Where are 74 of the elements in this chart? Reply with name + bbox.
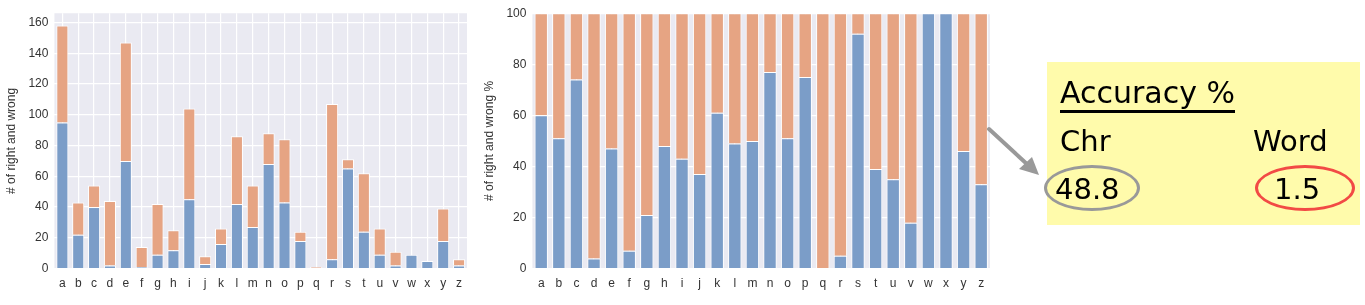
- x-tick-label: u: [376, 276, 384, 291]
- x-tick-label: f: [627, 276, 632, 291]
- y-tick-label: 60: [35, 168, 49, 183]
- x-tick-label: l: [733, 276, 737, 291]
- y-tick-label: 60: [513, 107, 527, 122]
- x-tick-label: v: [907, 276, 914, 291]
- x-tick-label: w: [406, 276, 417, 291]
- x-tick-label: i: [187, 276, 191, 291]
- x-tick-label: o: [281, 276, 289, 291]
- x-tick-label: h: [661, 276, 668, 291]
- x-tick-label: b: [555, 276, 563, 291]
- x-tick-label: k: [218, 276, 226, 291]
- x-tick-label: o: [784, 276, 792, 291]
- x-tick-label: x: [424, 276, 431, 291]
- x-tick-label: b: [74, 276, 82, 291]
- y-tick-label: 20: [513, 209, 527, 224]
- y-tick-label: 20: [35, 230, 49, 245]
- x-tick-label: z: [456, 276, 463, 291]
- x-tick-label: e: [608, 276, 616, 291]
- data-label: 48.8: [1055, 172, 1120, 206]
- x-tick-label: d: [106, 276, 114, 291]
- x-tick-label: w: [923, 276, 934, 291]
- x-tick-label: c: [573, 276, 580, 291]
- x-tick-label: y: [960, 276, 967, 291]
- x-tick-label: m: [747, 276, 758, 291]
- x-tick-label: d: [590, 276, 598, 291]
- y-tick-label: 120: [28, 76, 49, 91]
- x-tick-label: j: [697, 276, 701, 291]
- x-tick-label: q: [312, 276, 320, 291]
- x-tick-label: a: [59, 276, 67, 291]
- x-tick-label: s: [855, 276, 862, 291]
- x-tick-label: n: [766, 276, 774, 291]
- x-tick-label: s: [344, 276, 351, 291]
- y-tick-label: 100: [506, 5, 527, 20]
- x-tick-label: q: [819, 276, 827, 291]
- y-tick-label: 160: [28, 14, 49, 29]
- x-tick-label: x: [943, 276, 949, 291]
- y-tick-label: 40: [513, 158, 527, 173]
- x-tick-label: a: [537, 276, 545, 291]
- x-tick-label: e: [122, 276, 130, 291]
- x-tick-label: y: [440, 276, 447, 291]
- y-axis-title: # of right and wrong: [3, 87, 18, 194]
- category-label: Word: [1253, 124, 1328, 158]
- x-tick-label: g: [643, 276, 651, 291]
- y-tick-label: 140: [28, 45, 49, 60]
- x-tick-label: f: [140, 276, 145, 291]
- y-tick-label: 100: [28, 107, 49, 122]
- x-tick-label: h: [170, 276, 177, 291]
- x-tick-label: l: [235, 276, 239, 291]
- x-tick-label: z: [978, 276, 985, 291]
- data-label: 1.5: [1274, 172, 1321, 206]
- text: Accuracy %: [1060, 75, 1236, 113]
- x-tick-label: t: [362, 276, 367, 291]
- y-tick-label: 80: [513, 56, 527, 71]
- y-tick-label: 0: [41, 260, 49, 275]
- x-tick-label: c: [91, 276, 98, 291]
- x-tick-label: n: [265, 276, 272, 291]
- x-tick-label: j: [202, 276, 207, 291]
- x-tick-label: p: [801, 276, 809, 291]
- x-tick-label: p: [297, 276, 305, 291]
- category-label: Chr: [1060, 124, 1111, 158]
- x-tick-label: m: [247, 276, 258, 291]
- x-tick-label: u: [889, 276, 897, 291]
- y-tick-label: 0: [519, 260, 527, 275]
- y-tick-label: 80: [35, 137, 49, 152]
- y-tick-label: 40: [35, 199, 49, 214]
- x-tick-label: t: [873, 276, 878, 291]
- x-tick-label: v: [392, 276, 399, 291]
- x-tick-label: r: [838, 276, 843, 291]
- x-tick-label: i: [680, 276, 684, 291]
- x-tick-label: r: [330, 276, 335, 291]
- x-tick-label: g: [154, 276, 161, 291]
- y-axis-title: # of right and wrong %: [481, 80, 496, 201]
- x-tick-label: k: [714, 276, 722, 291]
